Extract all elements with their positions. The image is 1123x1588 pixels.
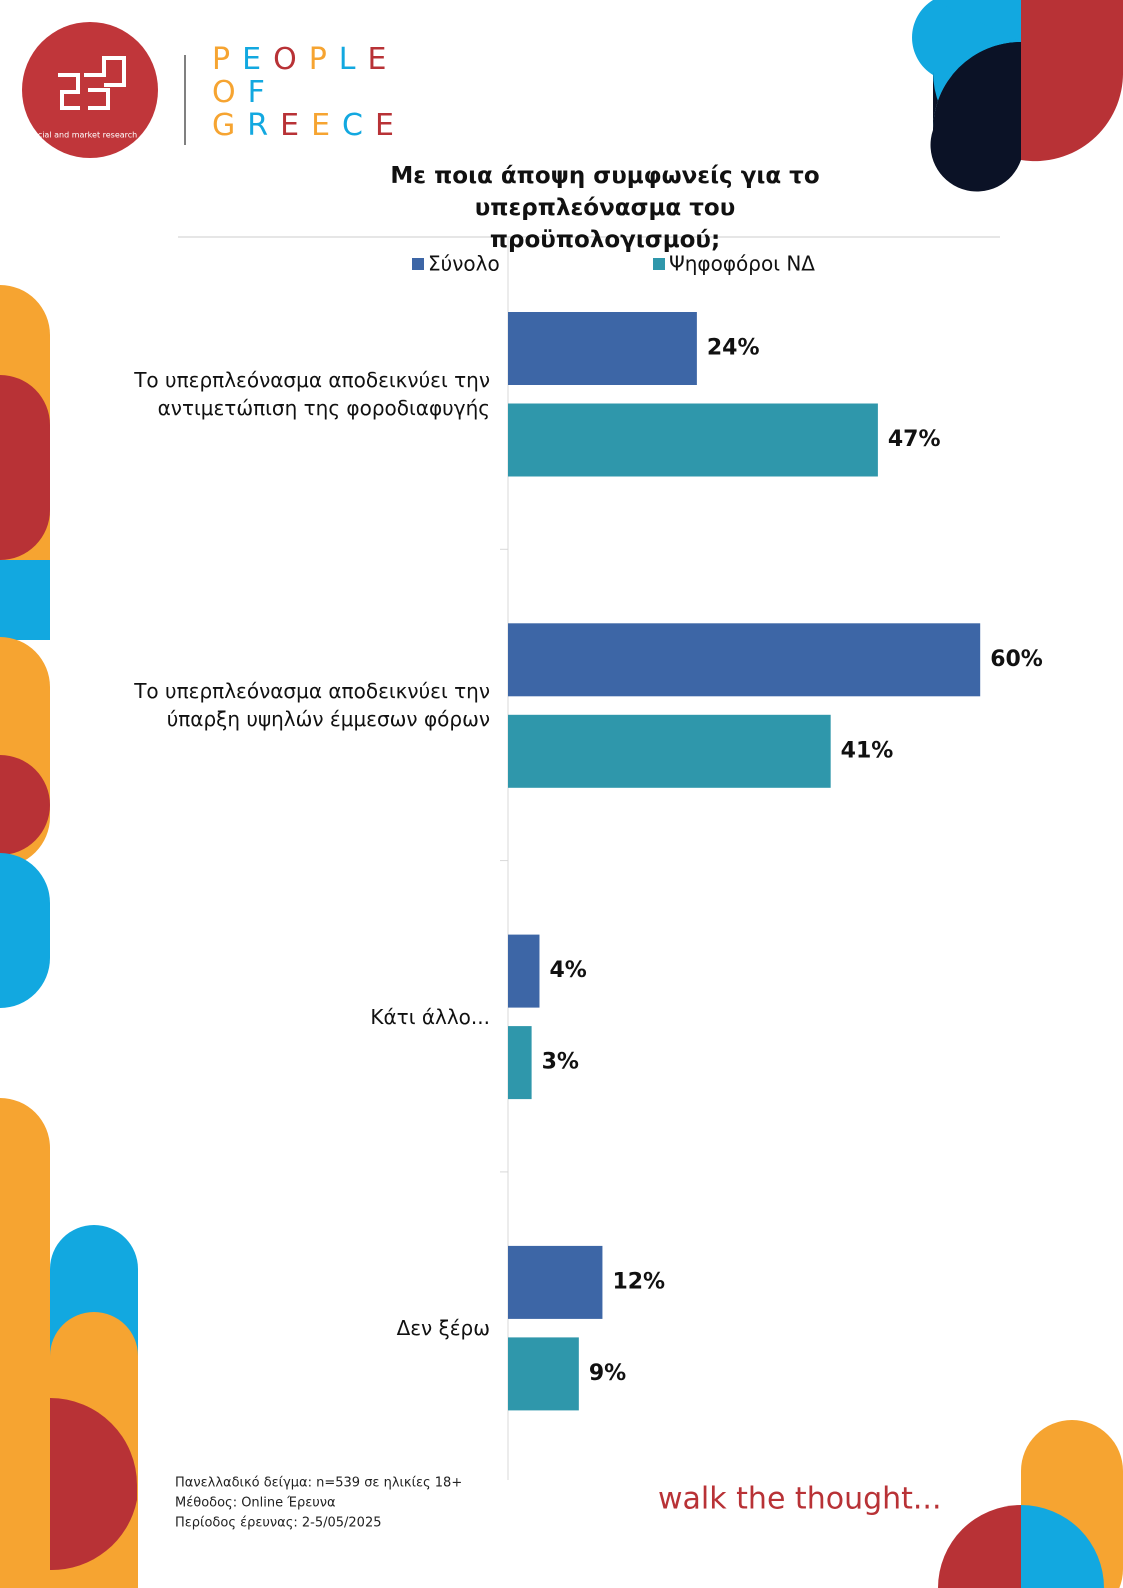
- footnote: Πανελλαδικό δείγμα: n=539 σε ηλικίες 18+: [175, 1476, 462, 1491]
- brand-word: OF: [212, 75, 277, 110]
- category-label: Δεν ξέρω: [396, 1315, 490, 1340]
- bar: [508, 623, 981, 697]
- value-label: 3%: [542, 1050, 579, 1075]
- value-label: 41%: [841, 738, 894, 763]
- bar: [508, 312, 697, 385]
- category-label: Κάτι άλλο...: [370, 1004, 490, 1029]
- value-label: 9%: [589, 1361, 626, 1386]
- slogan: walk the thought...: [658, 1482, 942, 1517]
- category-label: Το υπερπλεόνασμα αποδεικνύει την αντιμετ…: [134, 368, 490, 420]
- bar: [508, 934, 540, 1008]
- value-label: 12%: [612, 1269, 665, 1294]
- footnote: Μέθοδος: Online Έρευνα: [175, 1496, 336, 1511]
- legend-label: Σύνολο: [428, 252, 500, 276]
- footnote: Περίοδος έρευνας: 2-5/05/2025: [175, 1516, 382, 1531]
- brand-word: PEOPLE: [212, 42, 398, 77]
- value-label: 47%: [888, 427, 941, 452]
- chart-title: Με ποια άποψη συμφωνείς για το υπερπλεόν…: [390, 163, 820, 253]
- logo-caption: social and market research: [29, 131, 138, 140]
- bar: [508, 1026, 532, 1100]
- legend-swatch: [412, 258, 424, 270]
- bar: [508, 1337, 579, 1411]
- value-label: 4%: [549, 958, 586, 983]
- bar: [508, 1245, 603, 1319]
- brand-word: GREECE: [212, 108, 406, 143]
- value-label: 60%: [990, 647, 1043, 672]
- legend-label: Ψηφοφόροι ΝΔ: [669, 252, 815, 276]
- category-label: Το υπερπλεόνασμα αποδεικνύει την ύπαρξη …: [134, 679, 490, 732]
- bar: [508, 714, 831, 788]
- bar: [508, 403, 878, 477]
- value-label: 24%: [707, 336, 760, 361]
- legend-swatch: [653, 258, 665, 270]
